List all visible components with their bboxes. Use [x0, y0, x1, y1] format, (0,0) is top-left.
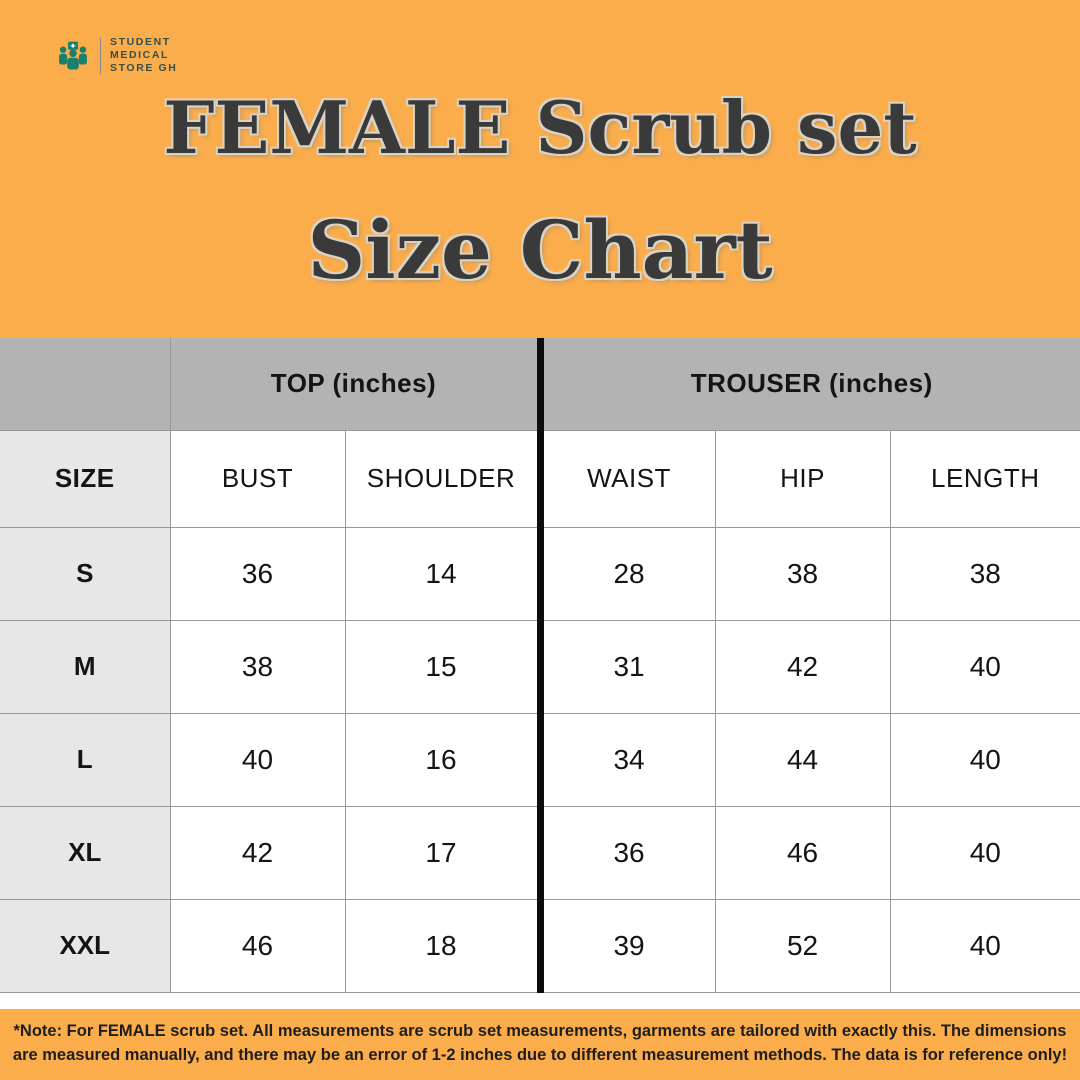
size-label: XL: [0, 805, 171, 900]
cell-hip: 44: [714, 712, 891, 807]
group-header-blank: [0, 338, 171, 431]
size-chart-table: TOP (inches) TROUSER (inches) SIZE BUST …: [0, 338, 1080, 993]
column-header-row: SIZE BUST SHOULDER WAIST HIP LENGTH: [0, 429, 1080, 528]
cell-hip: 52: [714, 898, 891, 993]
logo: STUDENT MEDICAL STORE GH: [55, 36, 177, 75]
column-header-size: SIZE: [0, 429, 171, 528]
cell-bust: 46: [169, 898, 346, 993]
cell-shoulder: 16: [344, 712, 541, 807]
cell-length: 40: [889, 712, 1080, 807]
note-band: *Note: For FEMALE scrub set. All measure…: [0, 1008, 1080, 1080]
table-row-xl: XL 42 17 36 46 40: [0, 805, 1080, 900]
logo-line-3: STORE GH: [110, 62, 178, 75]
titles: FEMALE Scrub set Size Chart: [0, 0, 1080, 297]
column-header-hip: HIP: [714, 429, 891, 528]
table-row-xxl: XXL 46 18 39 52 40: [0, 898, 1080, 993]
group-header-row: TOP (inches) TROUSER (inches): [0, 338, 1080, 431]
cell-waist: 28: [536, 526, 716, 621]
logo-line-1: STUDENT: [110, 36, 171, 48]
note-text: *Note: For FEMALE scrub set. All measure…: [12, 1022, 1068, 1065]
cell-waist: 39: [536, 898, 716, 993]
cell-hip: 38: [714, 526, 891, 621]
cell-shoulder: 17: [344, 805, 541, 900]
cell-bust: 38: [169, 619, 346, 714]
cell-bust: 42: [169, 805, 346, 900]
table-row-m: M 38 15 31 42 40: [0, 619, 1080, 714]
cell-length: 38: [889, 526, 1080, 621]
cell-hip: 46: [714, 805, 891, 900]
column-header-shoulder: SHOULDER: [344, 429, 541, 528]
page-title-line-2: Size Chart: [307, 203, 773, 297]
size-chart-container: TOP (inches) TROUSER (inches) SIZE BUST …: [0, 338, 1080, 1009]
cell-waist: 34: [536, 712, 716, 807]
cell-waist: 36: [536, 805, 716, 900]
cell-bust: 36: [169, 526, 346, 621]
column-header-waist: WAIST: [536, 429, 716, 528]
cell-length: 40: [889, 619, 1080, 714]
logo-line-2: MEDICAL: [110, 49, 170, 62]
size-label: L: [0, 712, 171, 807]
logo-divider: [100, 37, 101, 74]
column-header-length: LENGTH: [889, 429, 1080, 528]
size-label: M: [0, 619, 171, 714]
people-icon: [55, 38, 91, 74]
page-title-line-1: FEMALE Scrub set: [163, 85, 917, 170]
header-section: STUDENT MEDICAL STORE GH FEMALE Scrub se…: [0, 0, 1080, 338]
size-label: XXL: [0, 898, 171, 993]
cell-length: 40: [889, 805, 1080, 900]
cell-waist: 31: [536, 619, 716, 714]
column-header-bust: BUST: [169, 429, 346, 528]
cell-shoulder: 14: [344, 526, 541, 621]
table-row-l: L 40 16 34 44 40: [0, 712, 1080, 807]
cell-hip: 42: [714, 619, 891, 714]
group-header-top: TOP (inches): [169, 338, 541, 431]
cell-shoulder: 18: [344, 898, 541, 993]
cell-bust: 40: [169, 712, 346, 807]
cell-shoulder: 15: [344, 619, 541, 714]
size-label: S: [0, 526, 171, 621]
cell-length: 40: [889, 898, 1080, 993]
table-row-s: S 36 14 28 38 38: [0, 526, 1080, 621]
logo-text: STUDENT MEDICAL STORE GH: [110, 36, 177, 75]
group-header-trouser: TROUSER (inches): [536, 338, 1080, 431]
